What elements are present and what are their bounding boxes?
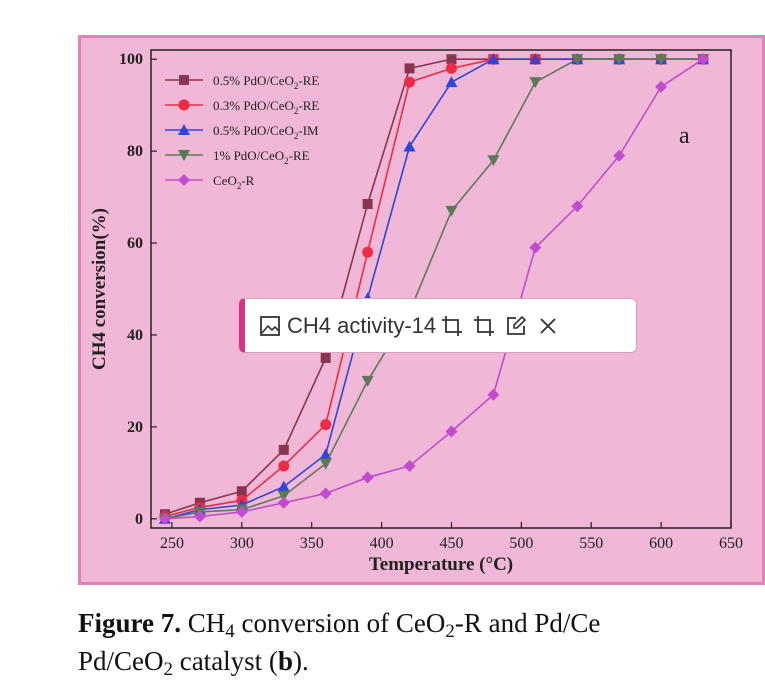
data-point <box>319 458 332 470</box>
y-axis-label: CH4 conversion(%) <box>89 208 110 370</box>
data-point <box>613 149 626 162</box>
x-tick-label: 450 <box>439 535 463 552</box>
y-tick-label: 60 <box>127 235 143 252</box>
data-point <box>571 54 584 66</box>
data-point <box>320 352 331 363</box>
data-point <box>697 53 710 66</box>
data-point <box>403 459 416 472</box>
series-line <box>164 58 704 520</box>
caption-line-1: Figure 7. CH4 conversion of CeO2-R and P… <box>78 608 601 642</box>
legend-label: 0.3% PdO/CeO2-RE <box>213 98 319 116</box>
x-tick-label: 350 <box>300 535 324 552</box>
close-button[interactable] <box>532 310 564 342</box>
data-point <box>487 53 500 65</box>
legend-marker <box>178 124 190 135</box>
x-axis-label: Temperature (°C) <box>369 554 513 575</box>
data-point <box>277 490 290 502</box>
y-tick-label: 40 <box>127 327 143 344</box>
data-point <box>529 53 542 65</box>
x-tick-label: 500 <box>509 535 533 552</box>
data-point <box>655 54 668 66</box>
legend-label: CeO2-R <box>213 173 255 191</box>
data-point <box>445 205 458 217</box>
x-tick-label: 600 <box>649 535 673 552</box>
data-point <box>445 62 457 74</box>
legend-marker <box>178 99 190 111</box>
crop-icon <box>473 315 495 337</box>
series-line <box>164 58 704 520</box>
data-point <box>403 140 416 152</box>
legend-marker <box>178 150 190 161</box>
data-point <box>277 496 290 509</box>
y-tick-label: 80 <box>127 143 143 160</box>
chart-figure[interactable]: 250 300 350 400 450 500 550 600 650 0 20 40 60 80 100 T… <box>78 35 765 585</box>
crop-alt-button[interactable] <box>468 310 500 342</box>
y-tick-label: 0 <box>135 511 143 528</box>
data-point <box>278 444 289 455</box>
panel-label: a <box>679 123 690 149</box>
data-point <box>361 471 374 484</box>
legend-label: 1% PdO/CeO2-RE <box>213 148 310 166</box>
legend-label: 0.5% PdO/CeO2-IM <box>213 123 319 141</box>
edit-button[interactable] <box>500 310 532 342</box>
legend-marker <box>178 174 190 186</box>
data-point <box>362 246 374 258</box>
data-point <box>655 80 668 93</box>
close-icon <box>538 316 558 336</box>
figure-caption: Figure 7. CH4 conversion of CeO2-R and P… <box>78 604 765 680</box>
data-point <box>446 54 457 65</box>
plot-area <box>150 49 732 529</box>
data-point <box>571 200 584 213</box>
data-point <box>529 77 542 89</box>
y-tick-label: 100 <box>119 51 143 68</box>
data-point <box>445 425 458 438</box>
legend-marker <box>179 75 189 85</box>
data-point <box>158 512 171 525</box>
x-tick-label: 400 <box>370 535 394 552</box>
data-point <box>445 76 458 88</box>
legend-label: 0.5% PdO/CeO2-RE <box>213 73 319 91</box>
data-point <box>404 63 415 74</box>
data-point <box>235 505 248 518</box>
data-point <box>529 241 542 254</box>
edit-icon <box>505 315 527 337</box>
image-icon <box>259 315 281 337</box>
data-point <box>278 460 290 472</box>
x-tick-label: 250 <box>160 535 184 552</box>
caption-line-2: Pd/CeO2 catalyst (b). <box>78 646 309 680</box>
x-tick-label: 300 <box>230 535 254 552</box>
y-tick-label: 20 <box>127 419 143 436</box>
crop-icon <box>441 315 463 337</box>
figure-label: Figure 7. <box>78 608 181 638</box>
crop-button[interactable] <box>436 310 468 342</box>
data-point <box>613 54 626 66</box>
line-chart: 250 300 350 400 450 500 550 600 650 0 20 40 60 80 100 T… <box>89 49 743 575</box>
data-point <box>193 510 206 523</box>
data-point <box>277 480 290 492</box>
image-title: CH4 activity-14 <box>287 312 437 338</box>
data-point <box>361 375 374 387</box>
data-point <box>319 487 332 500</box>
data-point <box>320 419 332 431</box>
data-point <box>236 486 247 497</box>
data-point <box>487 155 500 167</box>
x-tick-label: 550 <box>579 535 603 552</box>
image-toolbar: CH4 activity-14 <box>239 298 637 353</box>
data-point <box>362 198 373 209</box>
x-tick-label: 650 <box>719 535 743 552</box>
data-point <box>487 388 500 401</box>
data-point <box>404 76 416 88</box>
